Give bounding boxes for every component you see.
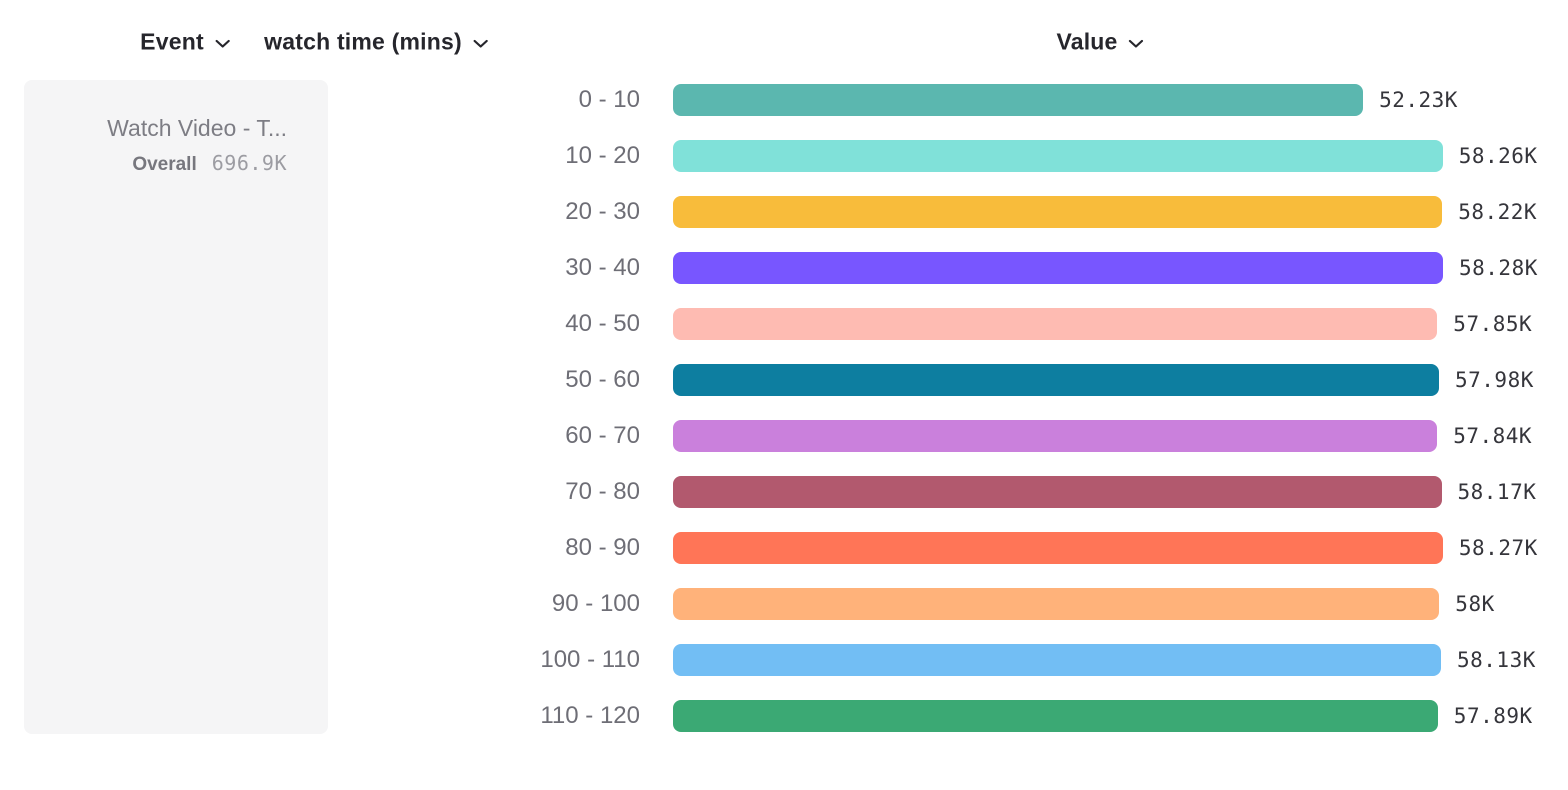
value-label: 58.13K: [1457, 648, 1536, 672]
chart-row: 110 - 120 57.89K: [0, 688, 1568, 744]
bar-chart: 0 - 10 52.23K 10 - 20 58.26K 20 - 30 58.22K 30…: [0, 72, 1568, 744]
chart-row: 100 - 110 58.13K: [0, 632, 1568, 688]
category-label: 30 - 40: [565, 254, 640, 281]
chart-row: 0 - 10 52.23K: [0, 72, 1568, 128]
value-column-label: Value: [1056, 28, 1118, 55]
category-label: 60 - 70: [565, 422, 640, 449]
bar-segment[interactable]: [673, 308, 1438, 340]
value-label: 57.85K: [1453, 312, 1533, 336]
chart-row: 20 - 30 58.22K: [0, 184, 1568, 240]
breakdown-column-label: watch time (mins): [264, 28, 462, 55]
value-label: 58.26K: [1458, 144, 1538, 168]
chart-row: 80 - 90 58.27K: [0, 520, 1568, 576]
value-label: 57.84K: [1453, 424, 1533, 448]
category-label: 0 - 10: [578, 86, 640, 113]
value-label: 58.17K: [1457, 480, 1537, 504]
category-label: 100 - 110: [540, 646, 640, 673]
bar-segment[interactable]: [673, 364, 1439, 396]
category-label: 90 - 100: [551, 590, 640, 617]
event-column-label: Event: [140, 28, 204, 55]
overall-label: Overall: [132, 153, 197, 175]
bar-segment[interactable]: [673, 196, 1443, 228]
value-label: 58.28K: [1459, 256, 1538, 280]
value-label: 52.23K: [1379, 88, 1458, 112]
chart-row: 50 - 60 57.98K: [0, 352, 1568, 408]
chart-row: 70 - 80 58.17K: [0, 464, 1568, 520]
bar-segment[interactable]: [673, 84, 1364, 116]
chevron-down-icon: [1128, 39, 1144, 48]
category-label: 110 - 120: [540, 702, 640, 729]
chevron-down-icon: [215, 39, 230, 48]
category-label: 20 - 30: [565, 198, 640, 225]
overall-value: 696.9K: [211, 150, 287, 175]
breakdown-column-dropdown[interactable]: watch time (mins): [264, 29, 488, 56]
value-label: 57.98K: [1455, 368, 1534, 392]
chart-row: 90 - 100 58K: [0, 576, 1568, 632]
value-label: 58.27K: [1458, 536, 1538, 560]
bar-segment[interactable]: [673, 700, 1438, 732]
chart-row: 30 - 40 58.28K: [0, 240, 1568, 296]
bar-segment[interactable]: [673, 252, 1443, 284]
overall-row: Overall 696.9K: [44, 151, 287, 176]
value-column-dropdown[interactable]: Value: [1056, 28, 1144, 56]
event-card[interactable]: Watch Video - T... Overall 696.9K: [24, 80, 328, 734]
chart-row: 40 - 50 57.85K: [0, 296, 1568, 352]
chart-row: 10 - 20 58.26K: [0, 128, 1568, 184]
event-column-dropdown[interactable]: Event: [140, 29, 230, 56]
value-label: 57.89K: [1453, 704, 1533, 728]
bar-segment[interactable]: [673, 588, 1440, 620]
event-title: Watch Video - T...: [107, 115, 287, 141]
category-label: 80 - 90: [565, 534, 640, 561]
value-label: 58K: [1455, 592, 1495, 616]
category-label: 10 - 20: [565, 142, 640, 169]
category-label: 50 - 60: [565, 366, 640, 393]
category-label: 40 - 50: [565, 310, 640, 337]
bar-segment[interactable]: [673, 532, 1443, 564]
category-label: 70 - 80: [565, 478, 640, 505]
bar-segment[interactable]: [673, 420, 1438, 452]
value-label: 58.22K: [1458, 200, 1538, 224]
bar-segment[interactable]: [673, 476, 1442, 508]
chart-row: 60 - 70 57.84K: [0, 408, 1568, 464]
bar-segment[interactable]: [673, 644, 1441, 676]
chevron-down-icon: [473, 39, 488, 48]
bar-segment[interactable]: [673, 140, 1443, 172]
